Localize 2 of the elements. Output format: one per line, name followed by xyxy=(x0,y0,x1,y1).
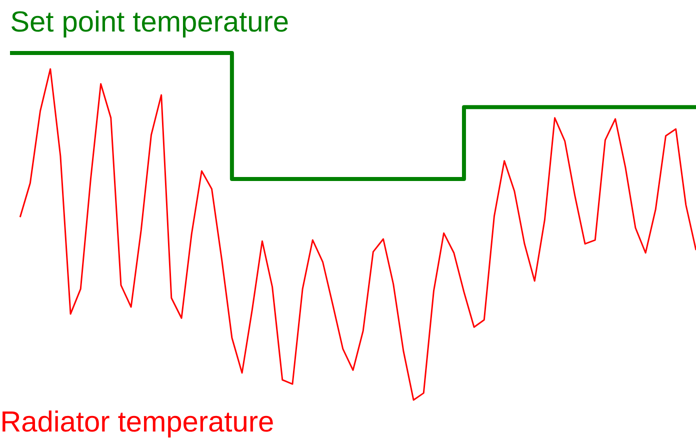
series-label: Radiator temperature xyxy=(2,410,273,438)
series-label: Set point temperature xyxy=(12,10,288,38)
